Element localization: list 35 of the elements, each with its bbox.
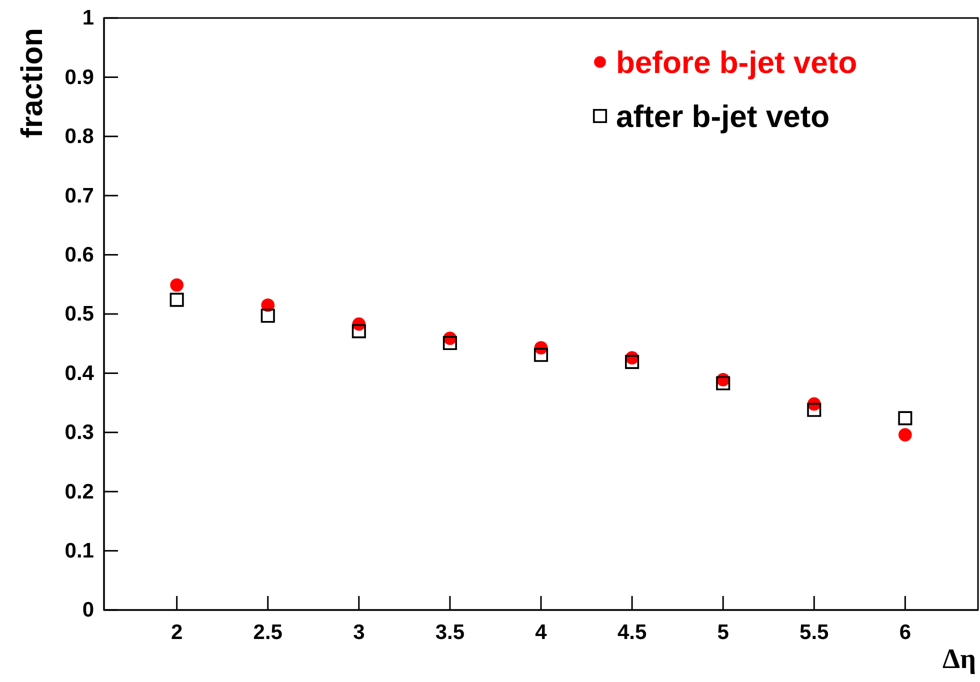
y-axis-title: fraction <box>16 28 49 138</box>
y-tick-label: 0.3 <box>64 421 94 444</box>
y-tick-label: 0.6 <box>64 244 94 267</box>
point <box>260 308 275 323</box>
x-tick-label: 4.5 <box>617 620 647 644</box>
legend-label: before b-jet veto <box>616 45 858 80</box>
y-tick-label: 0.9 <box>64 66 94 89</box>
x-tick-label: 5 <box>717 620 730 644</box>
point <box>534 348 548 362</box>
y-tick-label: 0.5 <box>64 302 94 326</box>
point <box>625 354 640 369</box>
point <box>716 376 730 390</box>
point <box>170 278 184 292</box>
x-tick-label: 3 <box>353 620 365 644</box>
y-tick-label: 0.7 <box>64 184 94 208</box>
point <box>898 411 912 426</box>
x-tick-label: 5.5 <box>800 620 830 644</box>
y-tick-label: 0.2 <box>64 480 94 504</box>
y-tick-label: 0.1 <box>64 540 94 563</box>
y-tick-label: 0 <box>82 598 94 622</box>
x-tick-label: 4 <box>535 620 548 644</box>
y-tick-label: 0.8 <box>64 125 94 148</box>
y-tick-label: 1 <box>82 6 94 30</box>
point <box>898 428 912 442</box>
y-tick-label: 0.4 <box>64 362 94 385</box>
x-tick-label: 2 <box>170 620 183 644</box>
point <box>170 292 184 307</box>
point <box>352 324 366 338</box>
legend-label: after b-jet veto <box>616 99 830 134</box>
point <box>807 402 822 417</box>
x-axis-title: Δη <box>942 644 976 675</box>
x-tick-label: 6 <box>899 620 912 644</box>
x-tick-label: 3.5 <box>435 620 465 644</box>
point <box>442 336 457 350</box>
x-tick-label: 2.5 <box>253 620 283 644</box>
